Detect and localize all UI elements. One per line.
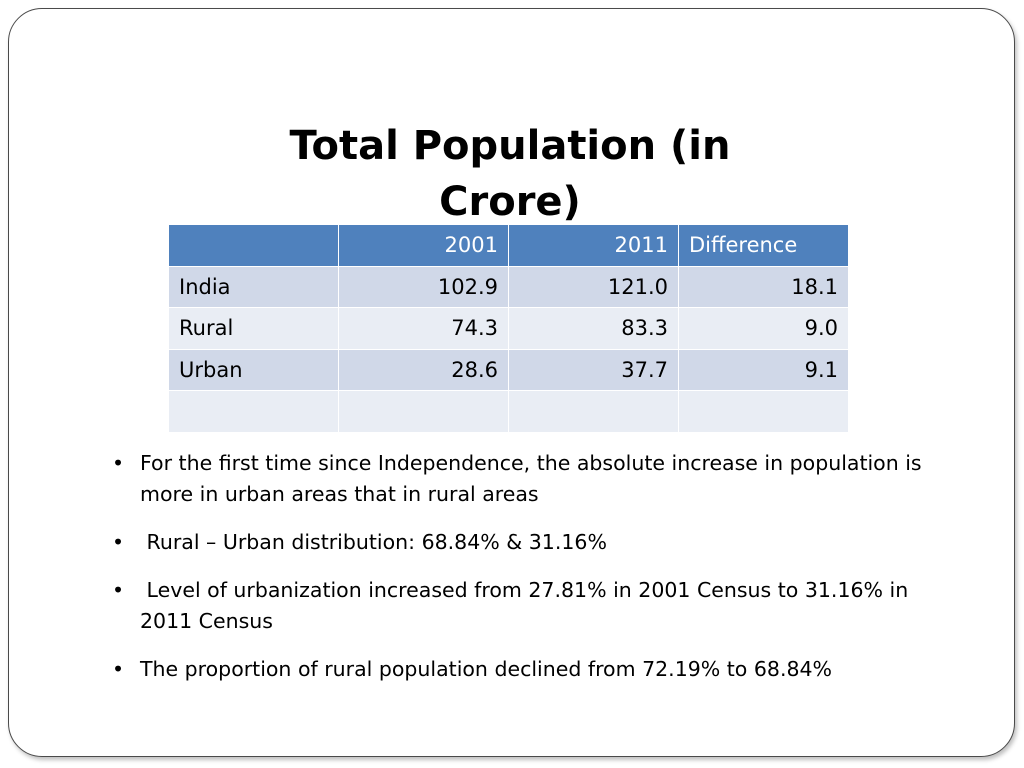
table-row-india: India 102.9 121.0 18.1: [168, 265, 849, 308]
bullet-text: Level of urbanization increased from 27.…: [140, 578, 915, 633]
bullet-icon: •: [112, 530, 125, 554]
table-header-row: 2001 2011 Difference: [168, 224, 849, 267]
cell-difference: 9.1: [678, 348, 849, 391]
table-row-rural: Rural 74.3 83.3 9.0: [168, 307, 849, 350]
cell-2011: 37.7: [508, 348, 679, 391]
cell-2001: 102.9: [338, 265, 509, 308]
bullet-icon: •: [112, 578, 125, 602]
header-cell-difference: Difference: [678, 224, 849, 267]
bullet-text: Rural – Urban distribution: 68.84% & 31.…: [140, 530, 607, 554]
cell-2011: 121.0: [508, 265, 679, 308]
population-table: 2001 2011 Difference India 102.9 121.0 1…: [168, 224, 849, 433]
cell-difference: 18.1: [678, 265, 849, 308]
list-item: • For the first time since Independence,…: [112, 448, 957, 510]
row-label: India: [168, 265, 339, 308]
row-label: Rural: [168, 307, 339, 350]
list-item: • Rural – Urban distribution: 68.84% & 3…: [112, 527, 957, 558]
cell-difference: 9.0: [678, 307, 849, 350]
cell-2001: 28.6: [338, 348, 509, 391]
table-row-empty: [168, 390, 849, 433]
bullet-list: • For the first time since Independence,…: [112, 448, 957, 702]
bullet-icon: •: [112, 451, 125, 475]
row-label: Urban: [168, 348, 339, 391]
cell-2001: [338, 390, 509, 433]
cell-difference: [678, 390, 849, 433]
list-item: • The proportion of rural population dec…: [112, 654, 957, 685]
cell-2011: [508, 390, 679, 433]
list-item: • Level of urbanization increased from 2…: [112, 575, 957, 637]
cell-2001: 74.3: [338, 307, 509, 350]
row-label: [168, 390, 339, 433]
bullet-text: For the first time since Independence, t…: [140, 451, 922, 506]
header-cell-2001: 2001: [338, 224, 509, 267]
table-row-urban: Urban 28.6 37.7 9.1: [168, 348, 849, 391]
slide-title: Total Population (in Crore): [289, 123, 731, 225]
bullet-icon: •: [112, 657, 125, 681]
bullet-text: The proportion of rural population decli…: [140, 657, 833, 681]
cell-2011: 83.3: [508, 307, 679, 350]
header-cell-label: [168, 224, 339, 267]
header-cell-2011: 2011: [508, 224, 679, 267]
